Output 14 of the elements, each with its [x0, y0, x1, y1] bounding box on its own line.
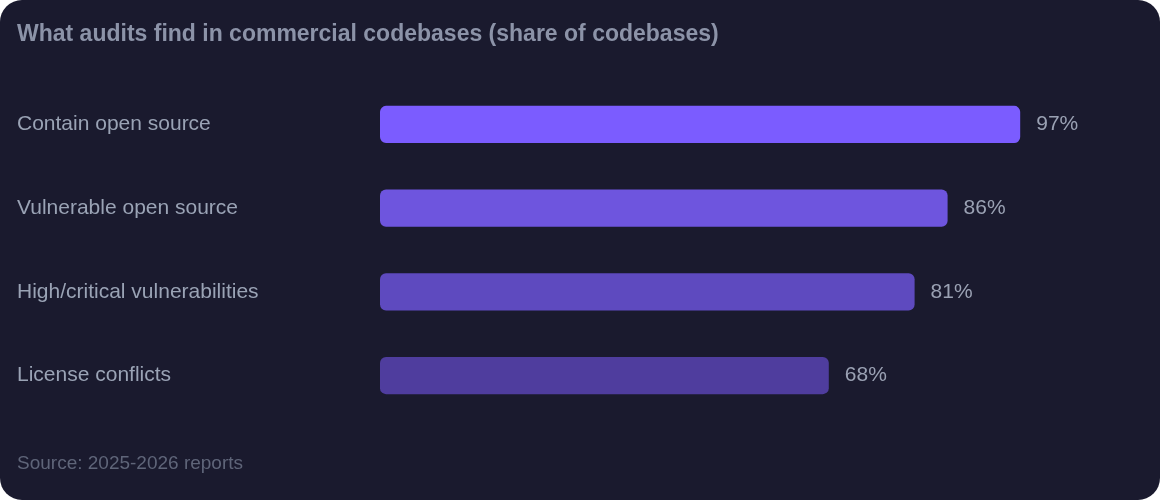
bar	[380, 273, 915, 311]
data-label: 86%	[963, 194, 1006, 218]
bar	[380, 356, 829, 395]
chart-title: What audits find in commercial codebases (share of codebases)	[17, 20, 719, 47]
source-note: Source: 2025-2026 reports	[17, 452, 244, 474]
data-label: 97%	[1036, 111, 1079, 135]
data-label: 81%	[930, 278, 973, 302]
y-tick-label: High/critical vulnerabilities	[17, 278, 259, 302]
bar	[380, 189, 948, 227]
data-label: 68%	[844, 362, 887, 386]
y-tick-label: License conflicts	[17, 362, 172, 386]
y-tick-label: Vulnerable open source	[17, 194, 239, 218]
y-tick-label: Contain open source	[17, 111, 211, 135]
bar	[380, 105, 1021, 144]
